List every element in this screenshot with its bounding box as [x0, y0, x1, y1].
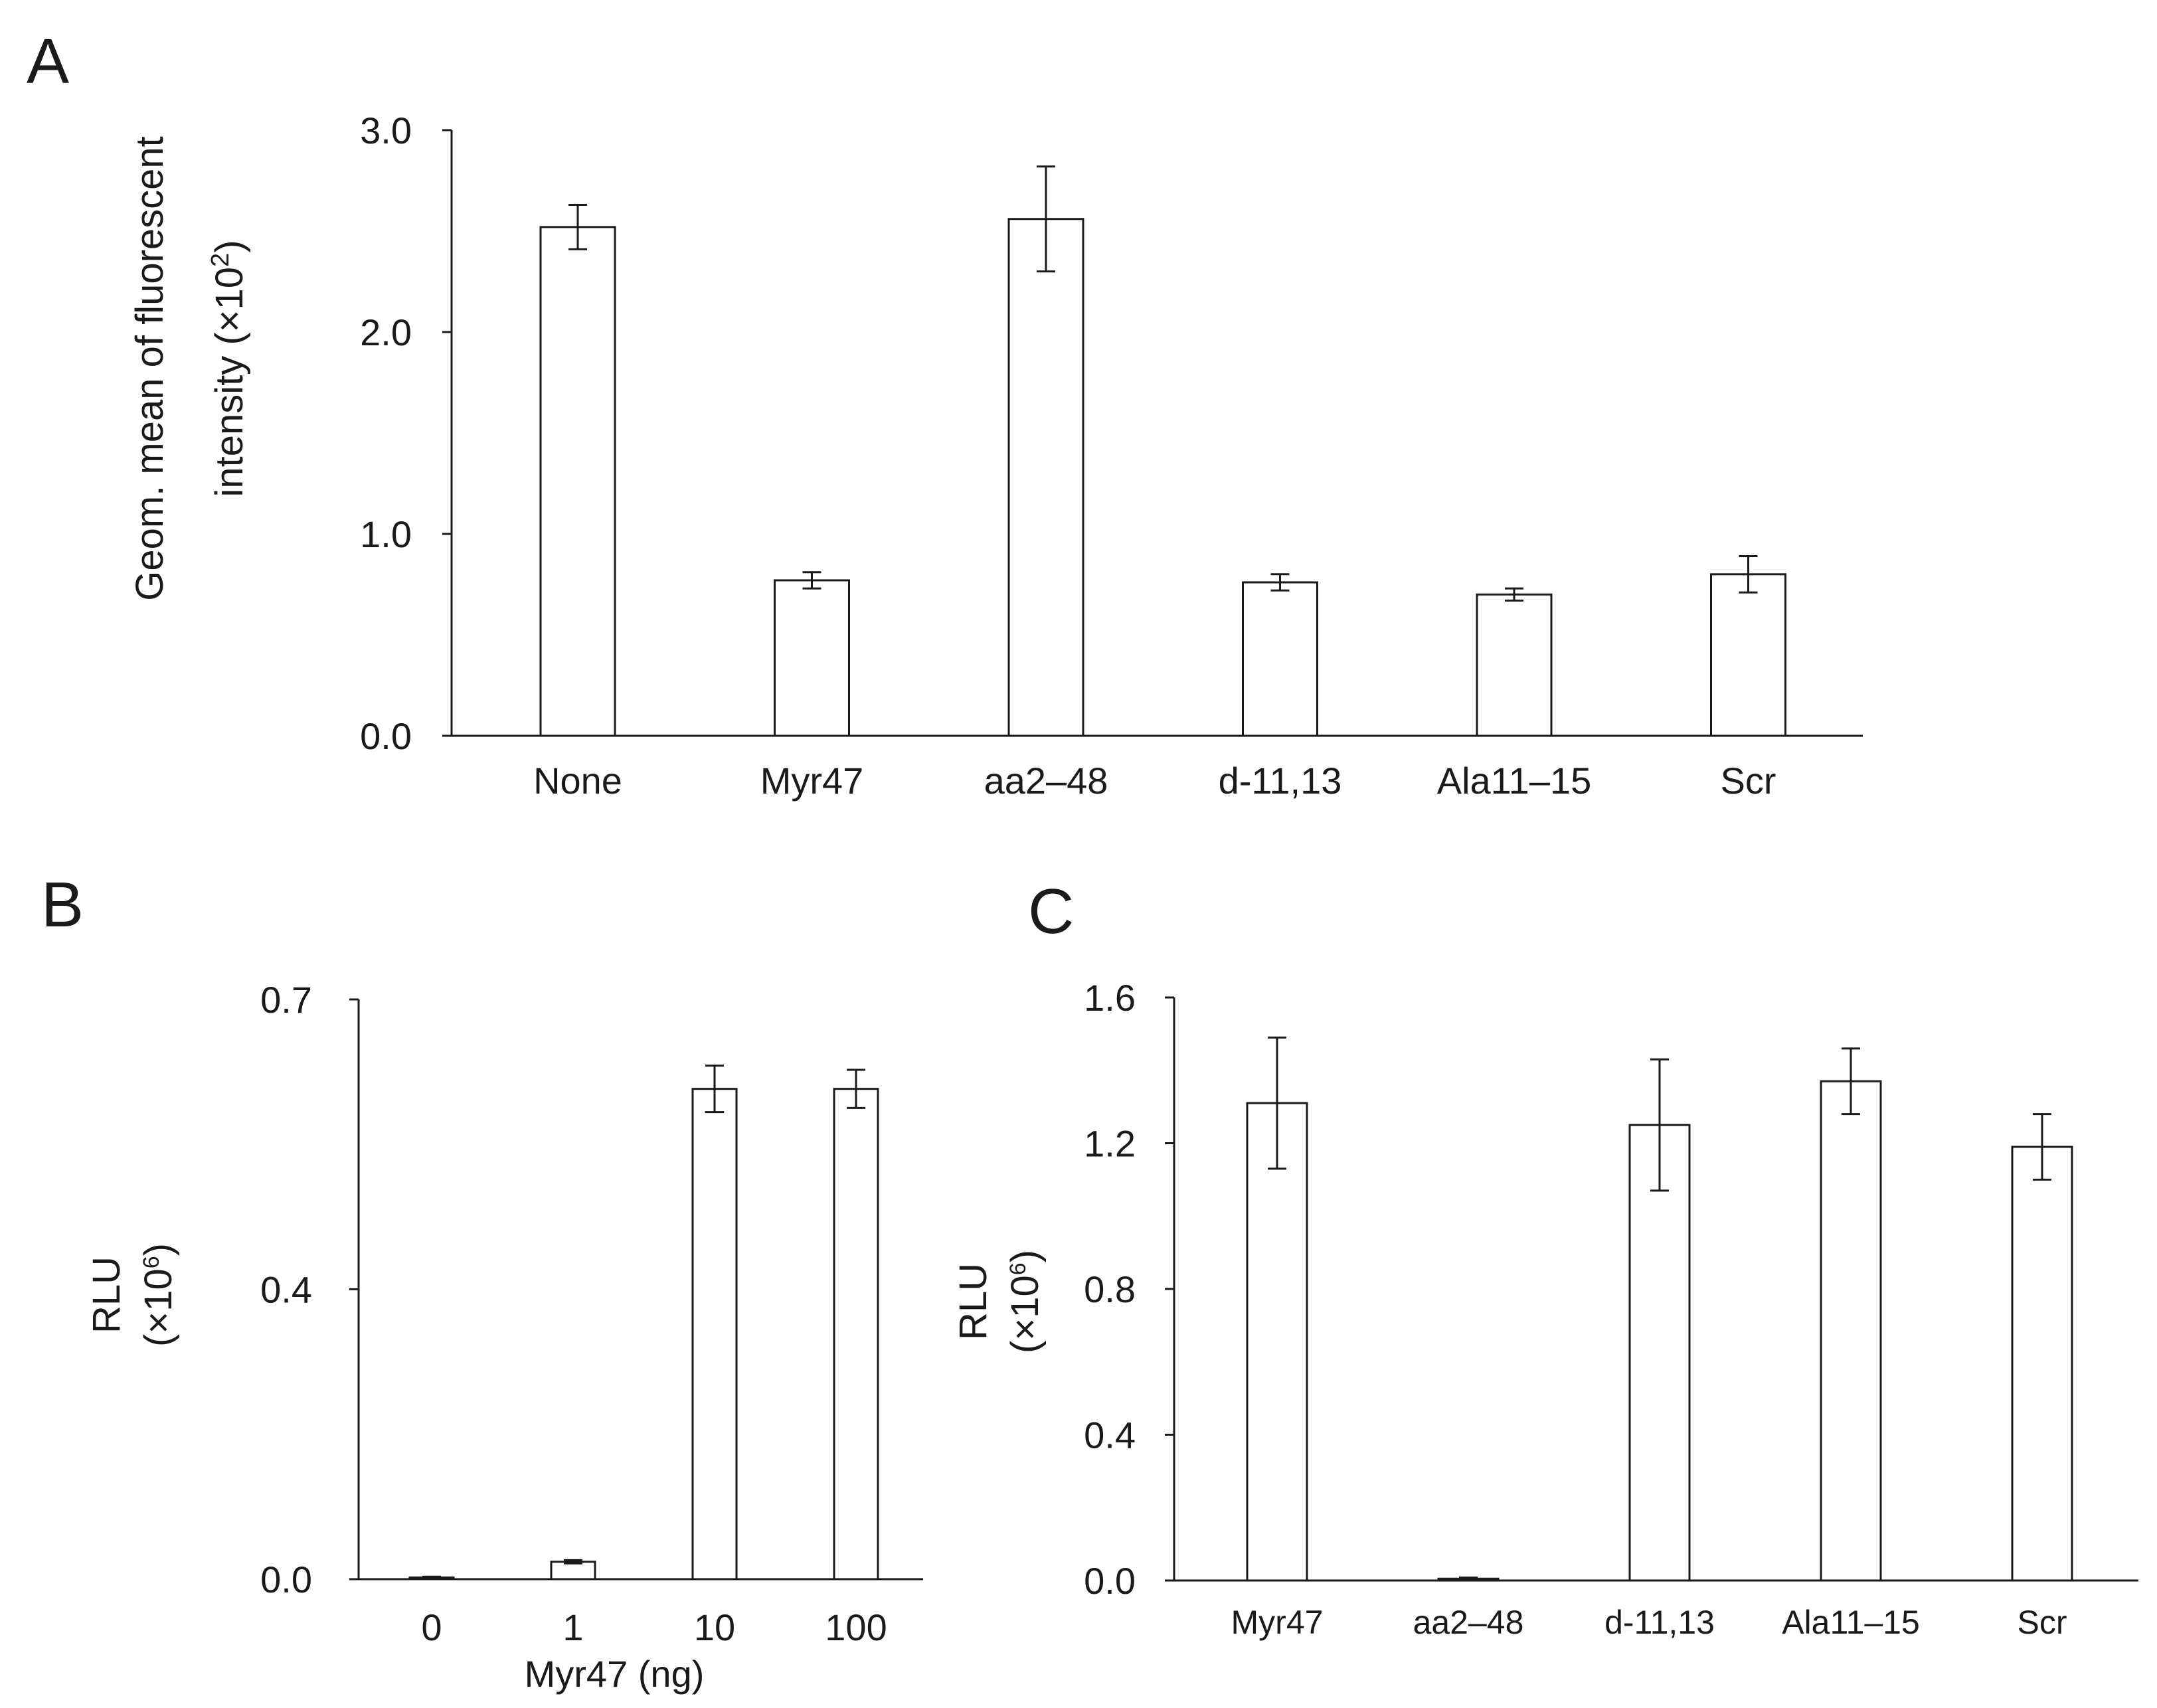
panel-b-category-label: 1 [562, 1606, 583, 1648]
panel-c-bar [1246, 1102, 1308, 1582]
panel-c-y-tick-label: 1.6 [1084, 977, 1136, 1019]
panel-b-category-label: 0 [421, 1606, 442, 1648]
panel-b-category-label: 10 [694, 1606, 735, 1648]
panel-a-category-label: d-11,13 [1219, 760, 1342, 802]
panel-b-bar [833, 1088, 879, 1580]
panel-a-ylabel-line2: intensity (×102) [207, 240, 251, 497]
panel-a-bar [1242, 581, 1318, 737]
panel-a-ylabel-line1: Geom. mean of fluorescent [128, 136, 171, 601]
panel-a-category-label: aa2–48 [984, 760, 1108, 802]
panel-b-y-axis-label: RLU (×106) [85, 1243, 180, 1347]
panel-a-bar [1710, 573, 1786, 737]
panel-a-y-tick-label: 3.0 [360, 110, 412, 151]
panel-a-y-tick-label: 0.0 [360, 715, 412, 757]
panel-b-y-tick-label: 0.4 [260, 1269, 312, 1311]
panel-a-y-tick-label: 2.0 [360, 311, 412, 353]
panel-c-ylabel-line1: RLU [952, 1263, 995, 1340]
panel-c-y-tick-label: 0.4 [1084, 1414, 1136, 1456]
panel-b-chart: B RLU (×106) Myr47 (ng) 0.0 0.4 0.7 0 1 10 100 [41, 869, 923, 1695]
panel-c-y-tick-label: 1.2 [1084, 1123, 1136, 1165]
panel-c-letter: C [1028, 876, 1074, 947]
panel-a-chart: A Geom. mean of fluorescent intensity (×… [27, 26, 1863, 802]
panel-b-ylabel-line2: (×106) [137, 1243, 180, 1347]
panel-b-y-tick-label: 0.0 [260, 1559, 312, 1600]
panel-b-bar [691, 1088, 738, 1580]
panel-a-bar [539, 226, 616, 737]
panel-c-chart: C RLU (×106) 0.0 0.4 0.8 1.2 1.6 Myr47 aa2–48 d… [952, 876, 2138, 1641]
panel-c-bar [1820, 1080, 1882, 1582]
panel-c-y-tick-label: 0.8 [1084, 1268, 1136, 1310]
panel-b-y-tick-label: 0.7 [260, 979, 312, 1021]
panel-c-y-axis-label: RLU (×106) [952, 1250, 1047, 1353]
panel-a-category-label: Myr47 [760, 760, 864, 802]
panel-c-category-label: Ala11–15 [1782, 1604, 1920, 1641]
panel-c-category-label: Myr47 [1231, 1604, 1324, 1641]
panel-a-letter: A [27, 26, 69, 97]
panel-a-bar [774, 579, 850, 737]
panel-a-bar [1007, 218, 1084, 737]
panel-c-category-label: Scr [2018, 1604, 2067, 1641]
panel-c-ylabel-line2: (×106) [1003, 1250, 1047, 1353]
panel-c-bar [2011, 1146, 2073, 1582]
panel-a-category-label: Scr [1721, 760, 1776, 802]
panel-c-bar [1628, 1124, 1691, 1582]
panel-c-category-label: d-11,13 [1604, 1604, 1715, 1641]
panel-a-category-label: None [533, 760, 622, 802]
panel-a-bar [1476, 593, 1553, 737]
panel-a-category-label: Ala11–15 [1437, 760, 1592, 802]
panel-b-category-label: 100 [825, 1606, 887, 1648]
panel-c-y-tick-label: 0.0 [1084, 1560, 1136, 1602]
panel-a-y-axis-label: Geom. mean of fluorescent intensity (×10… [128, 136, 251, 601]
panel-b-letter: B [41, 869, 84, 940]
panel-a-y-tick-label: 1.0 [360, 513, 412, 555]
panel-c-category-label: aa2–48 [1413, 1604, 1524, 1641]
panel-b-ylabel-line1: RLU [85, 1256, 128, 1333]
panel-b-x-axis-label: Myr47 (ng) [525, 1653, 705, 1695]
